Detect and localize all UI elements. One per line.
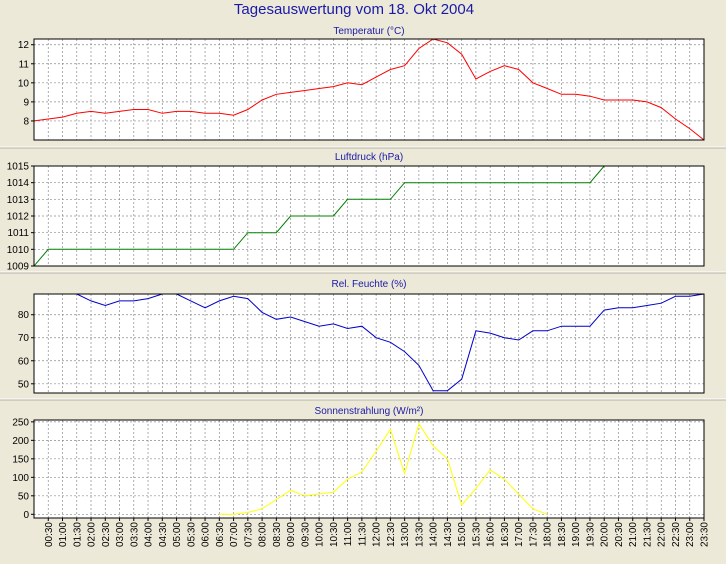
rel-feuchte-ytick-label: 60	[18, 356, 30, 367]
xtick-label: 06:30	[215, 522, 226, 547]
xtick-label: 23:00	[685, 522, 696, 547]
temperatur-c-ytick-label: 11	[19, 59, 30, 70]
luftdruck-hpa-ytick-label: 1012	[7, 212, 30, 223]
xtick-label: 20:30	[614, 522, 625, 547]
xtick-label: 12:30	[386, 522, 397, 547]
temperatur-c-title: Temperatur (°C)	[333, 26, 404, 37]
temperatur-c-ytick-label: 10	[18, 78, 30, 89]
xtick-label: 16:00	[486, 522, 497, 547]
rel-feuchte-ytick-label: 50	[18, 379, 30, 390]
luftdruck-hpa-series-line	[34, 166, 605, 266]
xtick-label: 17:30	[528, 522, 539, 547]
xtick-label: 03:00	[115, 522, 126, 547]
time-axis: 00:30 01:00 01:30 02:00 02:30 03:00 03:30 04:00…	[44, 518, 711, 547]
temperatur-c-plot-border	[33, 38, 705, 141]
xtick-label: 03:30	[129, 522, 140, 547]
xtick-label: 13:30	[414, 522, 425, 547]
xtick-label: 12:00	[372, 522, 383, 547]
xtick-label: 20:00	[600, 522, 611, 547]
sonnenstrahlung-w-m-ytick-label: 150	[12, 454, 29, 465]
temperatur-c-panel: Temperatur (°C) 8 9 10 11 12	[0, 26, 726, 149]
xtick-label: 09:30	[300, 522, 311, 547]
rel-feuchte-panel: Rel. Feuchte (%) 50 60 70 80	[0, 279, 726, 401]
xtick-label: 09:00	[286, 522, 297, 547]
temperatur-c-series-line	[34, 39, 704, 140]
luftdruck-hpa-ytick-label: 1011	[7, 228, 29, 239]
sonnenstrahlung-w-m-series-line	[219, 422, 548, 515]
xtick-label: 14:30	[443, 522, 454, 547]
xtick-label: 21:00	[628, 522, 639, 547]
xtick-label: 14:00	[429, 522, 440, 547]
xtick-label: 18:00	[543, 522, 554, 547]
xtick-label: 01:00	[58, 522, 69, 547]
xtick-label: 18:30	[557, 522, 568, 547]
xtick-label: 11:00	[343, 522, 354, 547]
sonnenstrahlung-w-m-panel: Sonnenstrahlung (W/m²) 0 50 100 150 200 250	[12, 406, 705, 521]
sonnenstrahlung-w-m-ytick-label: 250	[12, 417, 29, 428]
rel-feuchte-ytick-label: 70	[18, 333, 30, 344]
xtick-label: 10:00	[315, 522, 326, 547]
xtick-label: 02:30	[101, 522, 112, 547]
sonnenstrahlung-w-m-ytick-label: 0	[23, 510, 29, 521]
xtick-label: 10:30	[329, 522, 340, 547]
temperatur-c-ytick-label: 12	[18, 40, 30, 51]
temperatur-c-ytick-label: 9	[23, 97, 29, 108]
luftdruck-hpa-ytick-label: 1015	[7, 162, 30, 173]
xtick-label: 00:30	[44, 522, 55, 547]
temperatur-c-ytick-label: 8	[23, 116, 29, 127]
rel-feuchte-plot-border	[33, 293, 705, 394]
xtick-label: 05:00	[172, 522, 183, 547]
xtick-label: 04:00	[144, 522, 155, 547]
rel-feuchte-plot-area	[33, 293, 705, 394]
xtick-label: 01:30	[72, 522, 83, 547]
xtick-label: 21:30	[642, 522, 653, 547]
xtick-label: 17:00	[514, 522, 525, 547]
luftdruck-hpa-ytick-label: 1014	[7, 178, 30, 189]
rel-feuchte-ytick-label: 80	[18, 310, 30, 321]
sonnenstrahlung-w-m-title: Sonnenstrahlung (W/m²)	[315, 406, 424, 417]
xtick-label: 05:30	[186, 522, 197, 547]
xtick-label: 08:00	[258, 522, 269, 547]
luftdruck-hpa-title: Luftdruck (hPa)	[335, 152, 403, 163]
sonnenstrahlung-w-m-plot-border	[33, 419, 705, 519]
xtick-label: 13:00	[400, 522, 411, 547]
xtick-label: 04:30	[158, 522, 169, 547]
xtick-label: 23:30	[700, 522, 711, 547]
xtick-label: 16:30	[500, 522, 511, 547]
xtick-label: 19:30	[585, 522, 596, 547]
sonnenstrahlung-w-m-ytick-label: 50	[18, 491, 30, 502]
xtick-label: 19:00	[571, 522, 582, 547]
xtick-label: 02:00	[87, 522, 98, 547]
luftdruck-hpa-ytick-label: 1010	[7, 245, 30, 256]
xtick-label: 15:00	[457, 522, 468, 547]
temperatur-c-plot-area	[33, 38, 705, 141]
sonnenstrahlung-w-m-ytick-label: 100	[12, 473, 29, 484]
xtick-label: 07:00	[229, 522, 240, 547]
xtick-label: 15:30	[471, 522, 482, 547]
rel-feuchte-title: Rel. Feuchte (%)	[331, 279, 406, 290]
luftdruck-hpa-panel: Luftdruck (hPa) 1009 1010 1011 1012 1013 1014 1…	[0, 152, 726, 274]
page-title: Tagesauswertung vom 18. Okt 2004	[234, 1, 474, 18]
xtick-label: 11:30	[357, 522, 368, 547]
rel-feuchte-series-line	[73, 294, 704, 392]
luftdruck-hpa-ytick-label: 1009	[7, 262, 30, 273]
luftdruck-hpa-plot-border	[33, 165, 705, 267]
xtick-label: 22:00	[657, 522, 668, 547]
xtick-label: 06:00	[201, 522, 212, 547]
sonnenstrahlung-w-m-ytick-label: 200	[12, 436, 29, 447]
xtick-label: 08:30	[272, 522, 283, 547]
xtick-label: 22:30	[671, 522, 682, 547]
sonnenstrahlung-w-m-plot-area	[33, 419, 705, 519]
luftdruck-hpa-ytick-label: 1013	[7, 195, 30, 206]
xtick-label: 07:30	[243, 522, 254, 547]
